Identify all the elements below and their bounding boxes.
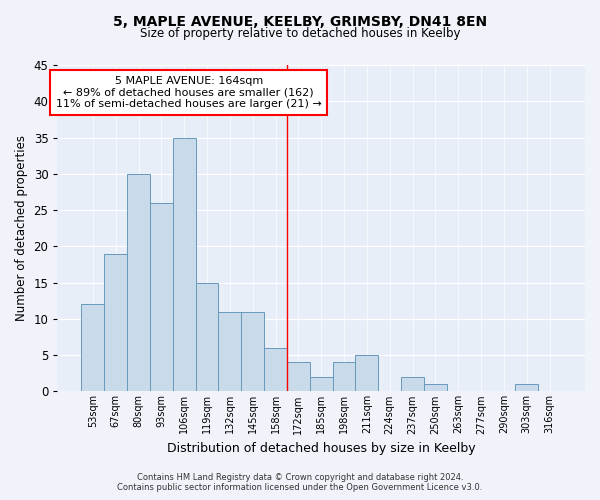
- Text: 5, MAPLE AVENUE, KEELBY, GRIMSBY, DN41 8EN: 5, MAPLE AVENUE, KEELBY, GRIMSBY, DN41 8…: [113, 15, 487, 29]
- Bar: [355, 355, 379, 392]
- X-axis label: Distribution of detached houses by size in Keelby: Distribution of detached houses by size …: [167, 442, 476, 455]
- Bar: [173, 138, 196, 392]
- Bar: [424, 384, 447, 392]
- Text: Contains HM Land Registry data © Crown copyright and database right 2024.
Contai: Contains HM Land Registry data © Crown c…: [118, 473, 482, 492]
- Bar: [82, 304, 104, 392]
- Y-axis label: Number of detached properties: Number of detached properties: [15, 135, 28, 321]
- Bar: [241, 312, 264, 392]
- Bar: [401, 377, 424, 392]
- Bar: [310, 377, 332, 392]
- Bar: [287, 362, 310, 392]
- Bar: [196, 282, 218, 392]
- Text: Size of property relative to detached houses in Keelby: Size of property relative to detached ho…: [140, 28, 460, 40]
- Bar: [104, 254, 127, 392]
- Bar: [218, 312, 241, 392]
- Bar: [332, 362, 355, 392]
- Text: 5 MAPLE AVENUE: 164sqm
← 89% of detached houses are smaller (162)
11% of semi-de: 5 MAPLE AVENUE: 164sqm ← 89% of detached…: [56, 76, 322, 109]
- Bar: [515, 384, 538, 392]
- Bar: [264, 348, 287, 392]
- Bar: [127, 174, 150, 392]
- Bar: [150, 203, 173, 392]
